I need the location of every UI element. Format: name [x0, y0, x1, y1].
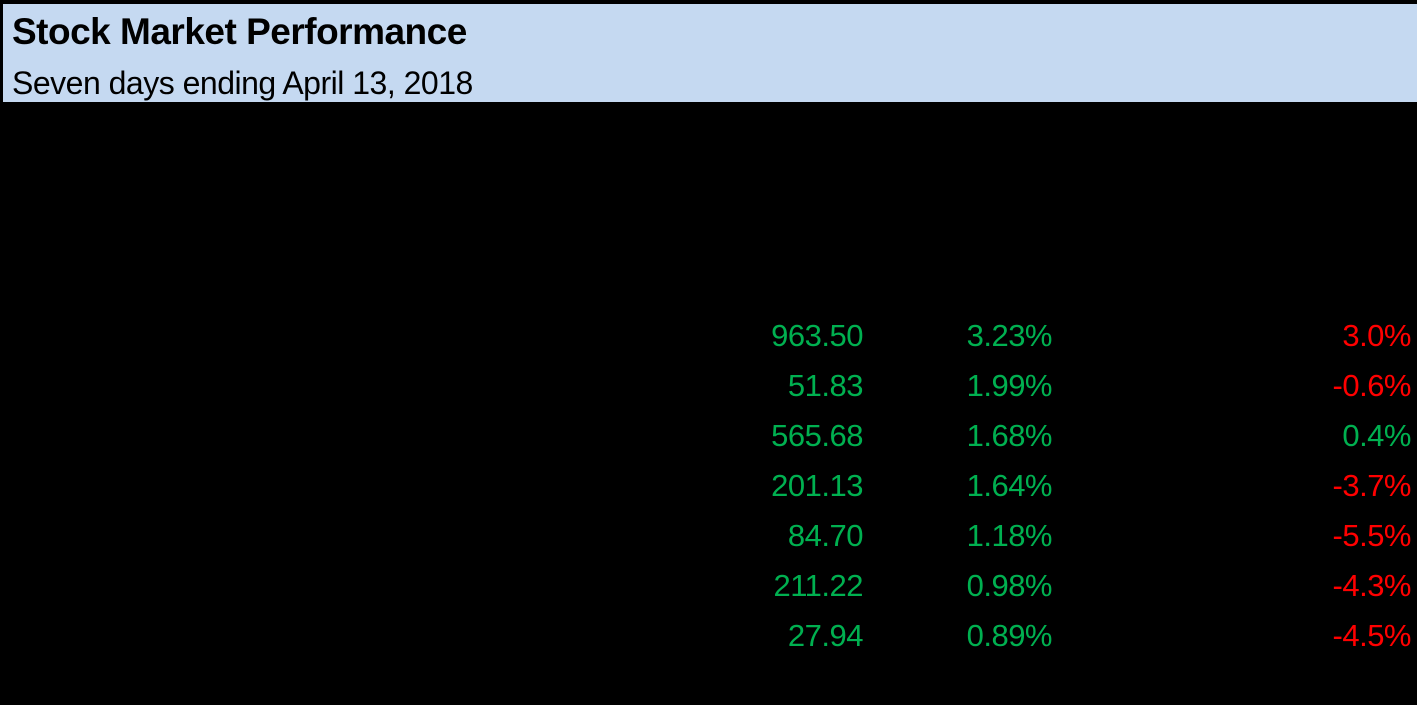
- second-change-pct-cell[interactable]: -4.3%: [1332, 568, 1412, 603]
- table-row: 27.94 0.89% -4.5%: [0, 611, 1417, 661]
- table-row: 84.70 1.18% -5.5%: [0, 511, 1417, 561]
- change-pct-cell[interactable]: 1.68%: [966, 418, 1053, 453]
- table-row: 51.83 1.99% -0.6%: [0, 361, 1417, 411]
- change-pct-cell[interactable]: 1.64%: [966, 468, 1053, 503]
- index-value-cell[interactable]: 27.94: [787, 618, 864, 653]
- change-pct-cell[interactable]: 1.99%: [966, 368, 1053, 403]
- change-pct-cell[interactable]: 1.18%: [966, 518, 1053, 553]
- report-title: Stock Market Performance: [12, 11, 467, 52]
- index-value-cell[interactable]: 51.83: [787, 368, 864, 403]
- change-pct-cell[interactable]: 0.98%: [966, 568, 1053, 603]
- change-pct-cell[interactable]: 3.23%: [966, 318, 1053, 353]
- second-change-pct-cell[interactable]: 3.0%: [1342, 318, 1411, 353]
- report-header: Stock Market Performance Seven days endi…: [0, 0, 1417, 104]
- index-value-cell[interactable]: 565.68: [771, 418, 863, 453]
- change-pct-cell[interactable]: 0.89%: [966, 618, 1053, 653]
- index-value-cell[interactable]: 963.50: [771, 318, 863, 353]
- table-row: 963.50 3.23% 3.0%: [0, 311, 1417, 361]
- index-value-cell[interactable]: 201.13: [771, 468, 863, 503]
- index-value-cell[interactable]: 211.22: [773, 568, 863, 603]
- second-change-pct-cell[interactable]: 0.4%: [1342, 418, 1411, 453]
- table-row: 565.68 1.68% 0.4%: [0, 411, 1417, 461]
- index-value-cell[interactable]: 84.70: [787, 518, 864, 553]
- report-subtitle: Seven days ending April 13, 2018: [12, 65, 473, 101]
- performance-table: 963.50 3.23% 3.0% 51.83 1.99% -0.6% 565.68 1.68…: [0, 311, 1417, 661]
- second-change-pct-cell[interactable]: -4.5%: [1332, 618, 1412, 653]
- second-change-pct-cell[interactable]: -3.7%: [1332, 468, 1412, 503]
- second-change-pct-cell[interactable]: -5.5%: [1332, 518, 1412, 553]
- table-row: 201.13 1.64% -3.7%: [0, 461, 1417, 511]
- second-change-pct-cell[interactable]: -0.6%: [1332, 368, 1412, 403]
- table-row: 211.22 0.98% -4.3%: [0, 561, 1417, 611]
